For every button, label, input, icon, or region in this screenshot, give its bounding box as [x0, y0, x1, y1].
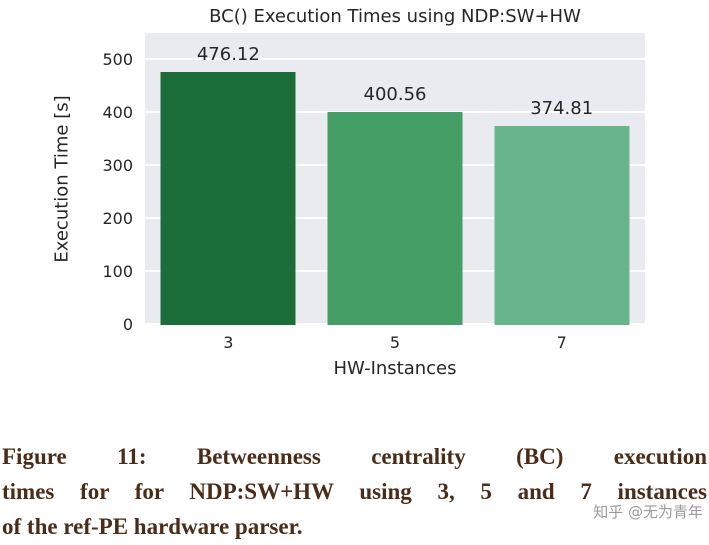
y-tick-label: 500 — [102, 49, 133, 69]
caption-line: Figure 11: Betweenness centrality (BC) e… — [2, 444, 707, 469]
gridline — [145, 110, 645, 113]
x-axis-label: HW-Instances — [333, 358, 457, 379]
bar-slots: 476.12 400.56 374.81 — [145, 33, 645, 325]
figure-caption: Figure 11: Betweenness centrality (BC) e… — [2, 439, 707, 544]
chart-title: BC() Execution Times using NDP:SW+HW — [209, 6, 581, 27]
x-axis-ticks: 3 5 7 — [145, 333, 645, 352]
bar-value-label: 400.56 — [363, 84, 427, 106]
y-tick-label: 100 — [102, 261, 133, 281]
x-tick-label: 5 — [389, 333, 401, 352]
y-tick-label: 400 — [102, 102, 133, 122]
bar — [494, 126, 630, 325]
bar-value-label: 476.12 — [196, 44, 260, 66]
bar — [160, 72, 296, 325]
x-tick-label: 3 — [223, 333, 234, 352]
bar-slot: 400.56 — [312, 33, 479, 325]
caption-line: times for for NDP:SW+HW using 3, 5 and 7… — [2, 479, 707, 504]
y-tick-label: 300 — [102, 155, 133, 175]
gridline — [145, 57, 645, 60]
y-axis-ticks: 0 100 200 300 400 500 — [0, 33, 133, 334]
bar-slot: 476.12 — [145, 33, 312, 325]
caption-line: of the ref-PE hardware parser. — [2, 514, 303, 539]
plot-area: 476.12 400.56 374.81 — [145, 33, 645, 325]
x-tick-label: 7 — [556, 333, 567, 352]
y-tick-label: 200 — [102, 208, 133, 228]
watermark: 知乎 @无为青年 — [593, 503, 703, 521]
y-tick-label: 0 — [122, 315, 133, 334]
bar-slot: 374.81 — [478, 33, 645, 325]
bar — [327, 112, 463, 325]
bar-value-label: 374.81 — [530, 98, 594, 120]
